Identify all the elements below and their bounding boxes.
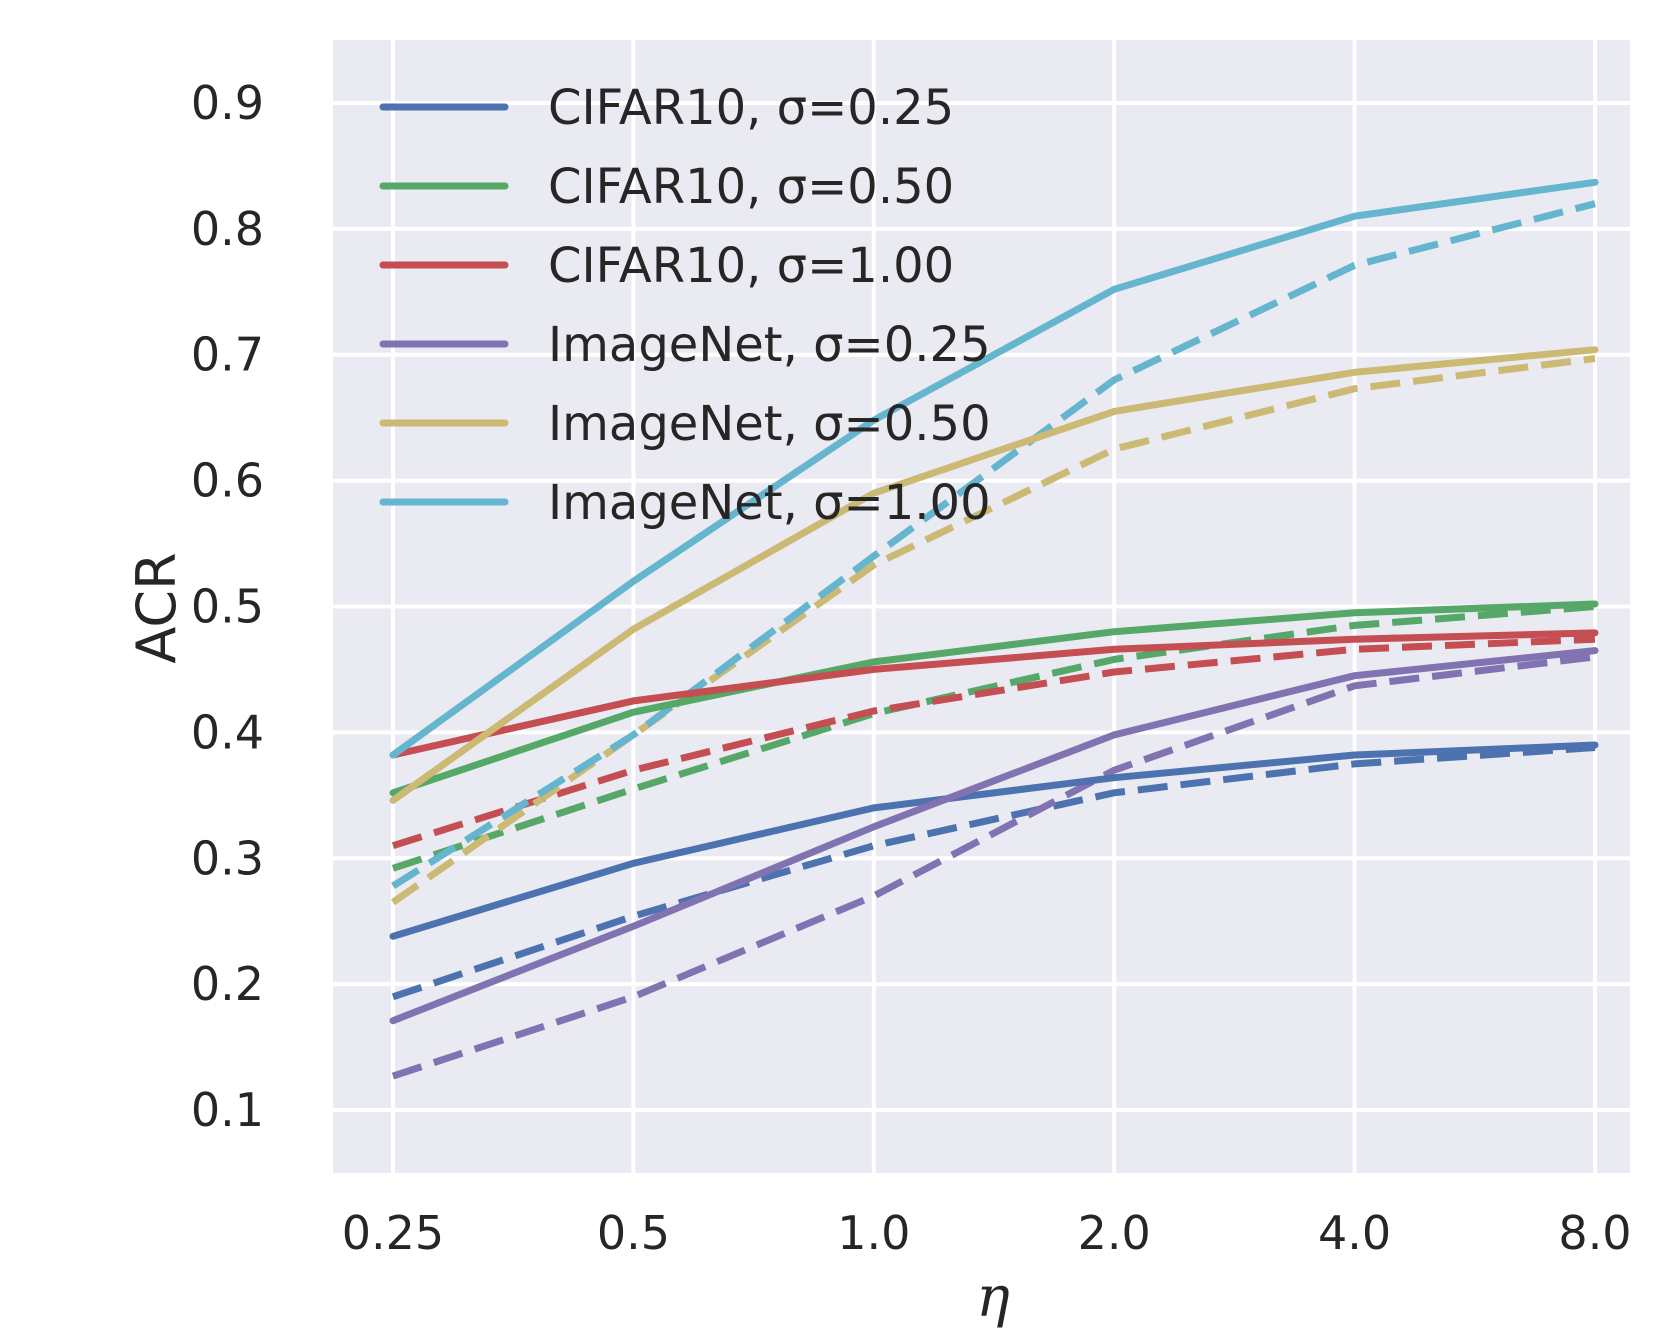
legend-label: CIFAR10, σ=1.00 [548, 238, 954, 294]
series-line-solid-imagenet-sigma-050 [389, 346, 1599, 804]
y-tick-label: 0.2 [191, 957, 264, 1011]
series-line-solid-cifar10-sigma-050 [389, 600, 1599, 797]
series-line-solid-cifar10-sigma-100 [389, 629, 1599, 759]
y-tick-label: 0.1 [191, 1083, 264, 1137]
series-lines [389, 178, 1599, 1080]
series-line-solid-imagenet-sigma-100 [389, 178, 1599, 759]
legend-label: ImageNet, σ=0.25 [548, 317, 991, 373]
y-tick-label: 0.8 [191, 202, 264, 256]
series-line-dashed-imagenet-sigma-100 [391, 200, 1596, 889]
x-tick-label: 1.0 [837, 1206, 910, 1260]
legend-label: CIFAR10, σ=0.50 [548, 159, 954, 215]
series-line-dashed-cifar10-sigma-050 [391, 603, 1596, 872]
tick-labels: 0.25 0.5 1.0 2.0 4.0 8.0 0.1 0.2 0.3 0.4 0.5 0.6 0.7… [191, 76, 1632, 1260]
series-line-dashed-cifar10-sigma-025 [391, 744, 1596, 1001]
y-axis-label: ACR [125, 552, 188, 663]
legend-label: ImageNet, σ=0.50 [548, 396, 991, 452]
x-tick-label: 2.0 [1078, 1206, 1151, 1260]
x-tick-label: 8.0 [1558, 1206, 1631, 1260]
x-axis-label: η [976, 1265, 1010, 1330]
legend-entry: ImageNet, σ=0.25 [379, 317, 991, 373]
legend-entry: ImageNet, σ=1.00 [379, 475, 991, 531]
legend-label: ImageNet, σ=1.00 [548, 475, 991, 531]
series-line-dashed-imagenet-sigma-025 [391, 653, 1596, 1080]
legend-entry: CIFAR10, σ=1.00 [379, 238, 954, 294]
x-tick-label: 0.25 [342, 1206, 444, 1260]
gridlines [333, 40, 1630, 1173]
series-line-dashed-cifar10-sigma-100 [391, 635, 1596, 850]
legend: CIFAR10, σ=0.25 CIFAR10, σ=0.50 CIFAR10, σ… [379, 80, 991, 531]
series-line-solid-cifar10-sigma-025 [389, 741, 1599, 940]
y-tick-label: 0.6 [191, 454, 264, 508]
legend-entry: ImageNet, σ=0.50 [379, 396, 991, 452]
x-tick-label: 0.5 [597, 1206, 670, 1260]
y-tick-label: 0.7 [191, 328, 264, 382]
legend-entry: CIFAR10, σ=0.25 [379, 80, 954, 136]
y-tick-label: 0.3 [191, 831, 264, 885]
legend-label: CIFAR10, σ=0.25 [548, 80, 954, 136]
y-tick-label: 0.4 [191, 705, 264, 759]
y-tick-label: 0.5 [191, 580, 264, 634]
series-line-solid-imagenet-sigma-025 [389, 647, 1599, 1025]
y-tick-label: 0.9 [191, 76, 264, 130]
x-tick-label: 4.0 [1318, 1206, 1391, 1260]
legend-entry: CIFAR10, σ=0.50 [379, 159, 954, 215]
